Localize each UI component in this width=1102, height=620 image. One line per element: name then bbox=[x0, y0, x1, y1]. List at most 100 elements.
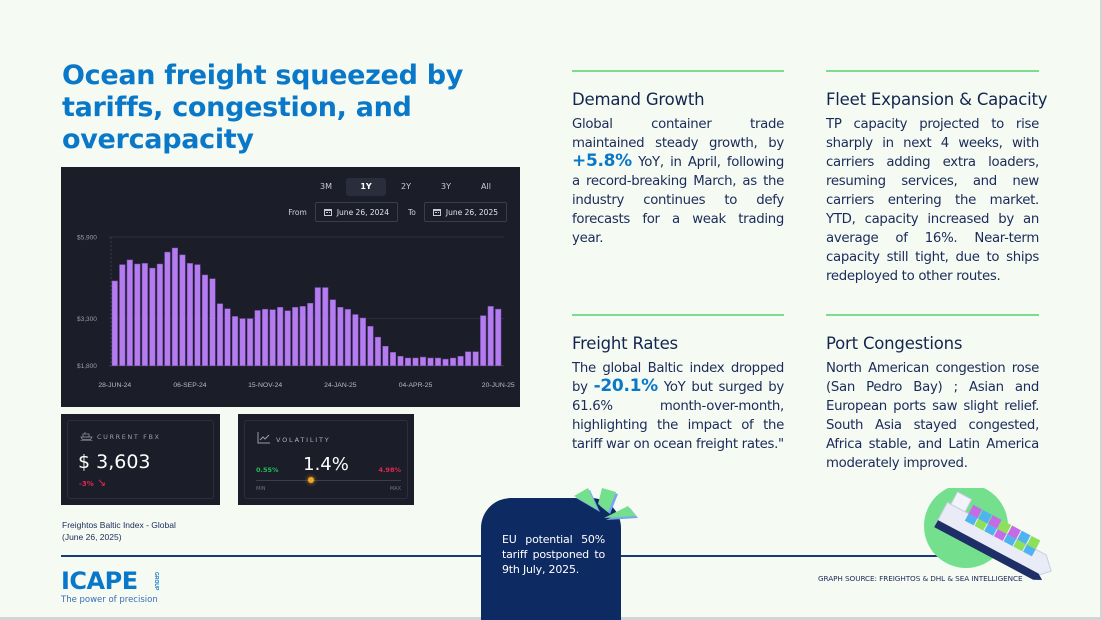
icape-logo: ICAPE GROUP The power of precision bbox=[61, 567, 159, 605]
bar bbox=[495, 308, 502, 366]
from-date-picker[interactable]: June 26, 2024 bbox=[314, 202, 398, 222]
bar bbox=[292, 307, 299, 366]
bar bbox=[179, 254, 186, 366]
bar bbox=[412, 357, 419, 366]
caption-title: Freightos Baltic Index - Global bbox=[62, 520, 176, 530]
bar bbox=[201, 274, 209, 366]
highlight-value: -20.1% bbox=[593, 376, 659, 396]
bar bbox=[382, 345, 389, 366]
calendar-icon bbox=[323, 208, 332, 216]
y-tick-label: $5,900 bbox=[77, 235, 97, 242]
bar bbox=[239, 318, 246, 366]
bar bbox=[119, 264, 126, 366]
from-date-value: June 26, 2024 bbox=[336, 207, 389, 217]
volatility-track bbox=[256, 480, 401, 481]
section-heading: Freight Rates bbox=[572, 334, 678, 353]
to-label: To bbox=[407, 207, 416, 217]
bar bbox=[247, 318, 254, 366]
range-tab-3m[interactable]: 3M bbox=[320, 182, 332, 191]
volatility-marker bbox=[308, 477, 315, 483]
bar bbox=[307, 302, 314, 366]
bar bbox=[427, 357, 434, 366]
fbx-value: $ 3,603 bbox=[78, 451, 151, 473]
bar bbox=[487, 306, 494, 366]
bar bbox=[472, 351, 479, 366]
bar bbox=[224, 308, 231, 366]
bar bbox=[480, 315, 487, 366]
bar bbox=[322, 287, 329, 366]
bar bbox=[420, 356, 427, 366]
range-tab-2y[interactable]: 2Y bbox=[401, 182, 411, 191]
bar bbox=[232, 316, 239, 366]
bar bbox=[299, 306, 306, 366]
bar bbox=[314, 287, 321, 366]
range-tab-1y[interactable]: 1Y bbox=[346, 178, 386, 196]
bar bbox=[367, 326, 374, 366]
volatility-label: VOLATILITY bbox=[276, 436, 331, 444]
bar bbox=[164, 251, 171, 366]
volatility-max-value: 4.98% bbox=[378, 466, 401, 474]
bar bbox=[186, 263, 193, 366]
section-divider bbox=[572, 70, 784, 72]
highlight-value: +5.8% bbox=[572, 151, 632, 171]
section-heading: Fleet Expansion & Capacity bbox=[826, 90, 1048, 109]
section-divider bbox=[826, 314, 1039, 316]
logo-group-text: GROUP bbox=[153, 572, 159, 591]
to-date-picker[interactable]: June 26, 2025 bbox=[423, 202, 507, 222]
calendar-icon bbox=[432, 208, 441, 216]
section-heading: Port Congestions bbox=[826, 334, 963, 353]
bar bbox=[389, 352, 397, 366]
container-ship-illustration bbox=[924, 488, 1052, 580]
volatility-value: 1.4% bbox=[303, 454, 349, 475]
bar bbox=[435, 357, 442, 366]
line-chart-icon bbox=[257, 432, 270, 444]
y-tick-label: $1,800 bbox=[77, 363, 97, 370]
bar bbox=[269, 309, 276, 366]
bar bbox=[156, 263, 163, 366]
x-tick-label: 28-JUN-24 bbox=[98, 382, 131, 389]
ship-icon bbox=[80, 432, 93, 441]
bar bbox=[337, 307, 344, 366]
x-tick-label: 24-JAN-25 bbox=[324, 382, 357, 389]
section-port-congestions: Port Congestions North American congesti… bbox=[826, 314, 1039, 473]
bar bbox=[397, 356, 404, 366]
min-label: MIN bbox=[256, 486, 266, 492]
y-tick-label: $3,300 bbox=[77, 316, 97, 323]
range-tab-all[interactable]: All bbox=[481, 182, 491, 191]
max-label: MAX bbox=[389, 486, 401, 492]
bar bbox=[194, 264, 201, 366]
x-tick-label: 06-SEP-24 bbox=[173, 382, 206, 389]
x-tick-label: 04-APR-25 bbox=[399, 382, 433, 389]
caption-date: (June 26, 2025) bbox=[62, 532, 122, 542]
bar bbox=[457, 356, 464, 366]
section-heading: Demand Growth bbox=[572, 90, 705, 109]
bar bbox=[209, 278, 216, 366]
bar bbox=[262, 308, 269, 366]
section-demand-growth: Demand Growth Global container trade mai… bbox=[572, 70, 784, 248]
bar bbox=[254, 310, 261, 366]
eu-tariff-callout: EU potential 50% tariff postponed to 9th… bbox=[481, 498, 621, 620]
current-fbx-card: CURRENT FBX $ 3,603 -3% ↘ bbox=[61, 414, 220, 505]
x-tick-label: 15-NOV-24 bbox=[248, 382, 282, 389]
bar bbox=[465, 351, 472, 366]
logo-wordmark: ICAPE bbox=[61, 567, 138, 595]
bar bbox=[374, 336, 381, 366]
bar bbox=[284, 310, 291, 366]
volatility-min-value: 0.55% bbox=[256, 466, 279, 474]
range-tab-3y[interactable]: 3Y bbox=[441, 182, 451, 191]
logo-tagline: The power of precision bbox=[61, 595, 158, 605]
bar bbox=[450, 357, 457, 366]
range-tabs: 3M 1Y 2Y 3Y All bbox=[306, 178, 506, 196]
bar bbox=[352, 314, 359, 366]
bar bbox=[442, 358, 449, 366]
section-fleet-expansion: Fleet Expansion & Capacity TP capacity p… bbox=[826, 70, 1066, 286]
bar-chart: $5,900 $3,300 $1,800 28-JUN-24 06-SEP-24 15-N… bbox=[77, 235, 515, 390]
bar bbox=[111, 280, 118, 366]
bar bbox=[329, 299, 336, 366]
trend-down-icon: ↘ bbox=[97, 477, 107, 489]
bar bbox=[171, 247, 178, 366]
fbx-chart-panel: 3M 1Y 2Y 3Y All From June 26, 2024 To Ju… bbox=[61, 167, 520, 407]
to-date-value: June 26, 2025 bbox=[445, 207, 498, 217]
bar bbox=[141, 263, 148, 366]
burst-decoration-icon bbox=[574, 488, 638, 520]
